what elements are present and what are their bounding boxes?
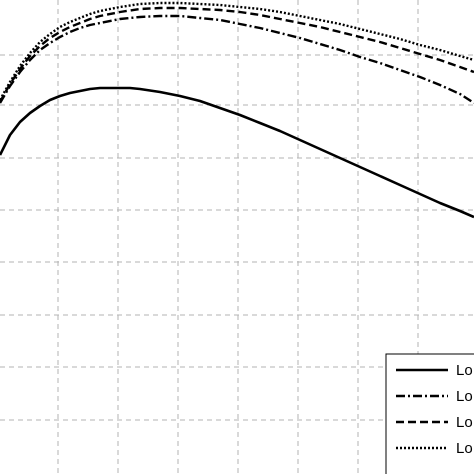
legend-box bbox=[385, 353, 474, 474]
legend-label: Lo bbox=[456, 440, 473, 457]
legend: Lo Lo Lo Lo bbox=[385, 353, 474, 474]
legend-label: Lo bbox=[456, 414, 473, 431]
legend-items: Lo Lo Lo Lo bbox=[396, 362, 473, 457]
series-line-dashed bbox=[0, 6, 474, 103]
legend-label: Lo bbox=[456, 362, 473, 379]
legend-label: Lo bbox=[456, 388, 473, 405]
series-line-dotted bbox=[0, 1, 474, 101]
series-line-solid bbox=[0, 86, 474, 219]
series-line-dashdot bbox=[0, 14, 474, 105]
series-group bbox=[0, 1, 474, 219]
